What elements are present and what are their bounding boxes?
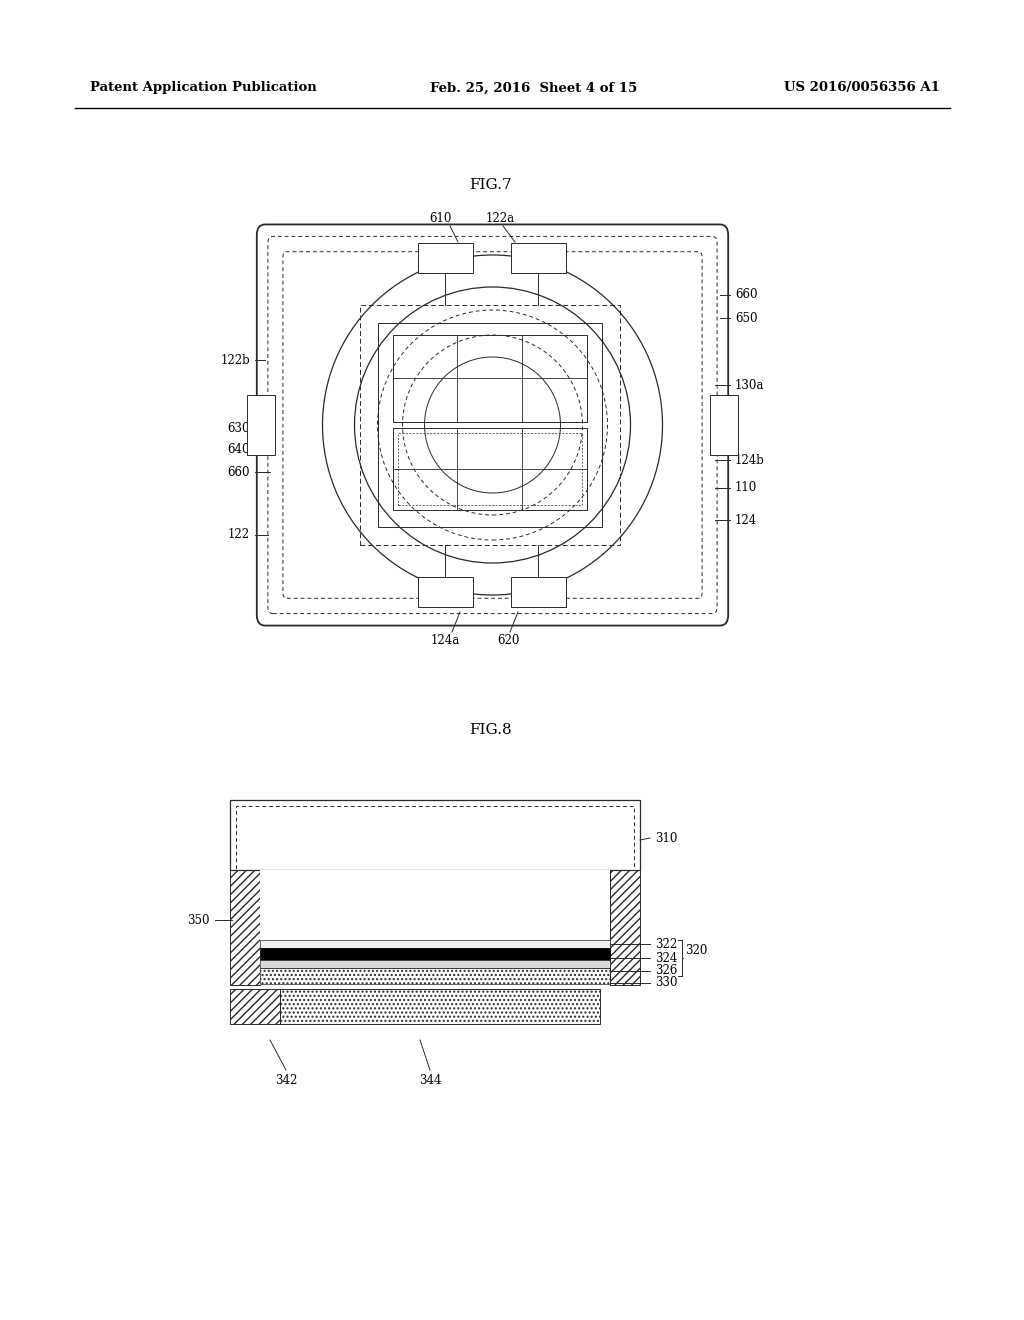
Text: 660: 660 (227, 466, 250, 479)
Text: 122a: 122a (485, 211, 515, 224)
Text: US 2016/0056356 A1: US 2016/0056356 A1 (784, 82, 940, 95)
Text: 630: 630 (227, 421, 250, 434)
Bar (360, 305, 620, 545)
Bar (511, 243, 565, 273)
Text: 344: 344 (419, 1073, 441, 1086)
Text: FIG.7: FIG.7 (469, 178, 511, 191)
Bar (398, 433, 582, 506)
Text: FIG.8: FIG.8 (469, 723, 511, 737)
Text: 122b: 122b (220, 354, 250, 367)
Text: 342: 342 (274, 1073, 297, 1086)
Bar (260, 960, 610, 968)
Bar (511, 577, 565, 607)
Bar (610, 870, 640, 985)
Bar (236, 807, 634, 870)
Bar (260, 940, 610, 948)
Bar (418, 577, 472, 607)
Text: 610: 610 (429, 211, 452, 224)
Text: Patent Application Publication: Patent Application Publication (90, 82, 316, 95)
Bar (230, 800, 640, 870)
Text: 660: 660 (735, 289, 758, 301)
Text: 124: 124 (735, 513, 758, 527)
Bar (418, 243, 472, 273)
Text: 326: 326 (655, 965, 677, 978)
Bar (280, 989, 600, 1024)
Text: 124a: 124a (430, 634, 460, 647)
Text: 130a: 130a (735, 379, 764, 392)
Bar (260, 968, 610, 983)
Bar (393, 428, 587, 510)
Bar (378, 323, 602, 527)
Text: Feb. 25, 2016  Sheet 4 of 15: Feb. 25, 2016 Sheet 4 of 15 (430, 82, 637, 95)
Text: 650: 650 (735, 312, 758, 325)
Bar (230, 989, 280, 1024)
Bar (247, 395, 275, 455)
Text: 320: 320 (685, 945, 708, 957)
Text: 620: 620 (497, 634, 519, 647)
Text: 310: 310 (655, 832, 677, 845)
Bar (230, 870, 260, 985)
Text: 640: 640 (227, 444, 250, 457)
Bar (393, 335, 587, 422)
Text: 322: 322 (655, 937, 677, 950)
Text: 330: 330 (655, 977, 678, 990)
Text: 110: 110 (735, 482, 758, 495)
Bar (710, 395, 738, 455)
FancyBboxPatch shape (257, 224, 728, 626)
Text: 122: 122 (228, 528, 250, 541)
Bar (260, 948, 610, 960)
Bar (260, 870, 610, 985)
Text: 324: 324 (655, 952, 677, 965)
Text: 124b: 124b (735, 454, 765, 466)
Text: 350: 350 (187, 913, 210, 927)
